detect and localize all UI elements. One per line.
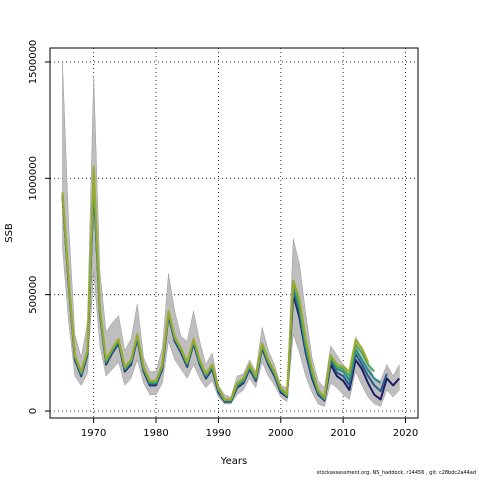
y-tick-label: 1500000 [28, 40, 39, 85]
x-axis: 1970 1980 1990 2000 2010 2020 [81, 417, 418, 439]
confidence-band-area [62, 61, 400, 407]
y-tick-label: 0 [28, 408, 39, 414]
x-tick-label: 1980 [143, 428, 168, 439]
y-axis: 0 500000 1000000 1500000 [28, 40, 51, 414]
footer-credit: stockassessment.org, NS_haddock, r14456 … [316, 470, 476, 476]
grid-lines [50, 48, 418, 418]
y-tick-label: 500000 [28, 276, 39, 314]
y-axis-title: SSB [4, 223, 15, 243]
series-line-5 [61, 165, 370, 401]
x-axis-title: Years [220, 456, 247, 467]
series-lines [61, 165, 401, 403]
y-tick-label: 1000000 [28, 156, 39, 201]
x-tick-label: 2010 [330, 428, 355, 439]
confidence-band [62, 61, 400, 407]
x-tick-label: 1990 [206, 428, 231, 439]
x-tick-label: 2000 [268, 428, 293, 439]
x-tick-label: 2020 [393, 428, 418, 439]
x-tick-label: 1970 [81, 428, 106, 439]
